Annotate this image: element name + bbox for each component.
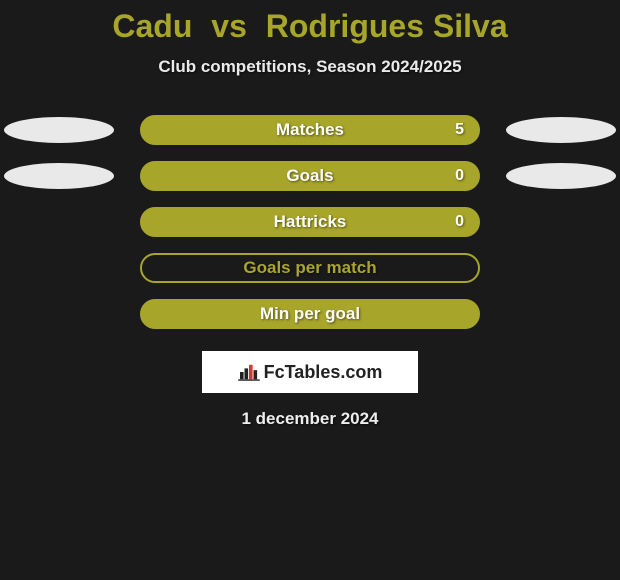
- stat-label: Hattricks: [274, 212, 347, 232]
- stat-bar: Goals per match: [140, 253, 480, 283]
- right-ellipse: [506, 163, 616, 189]
- stat-label: Goals per match: [243, 258, 376, 278]
- stat-value: 0: [455, 213, 464, 231]
- right-ellipse: [506, 117, 616, 143]
- stat-bar: Matches 5: [140, 115, 480, 145]
- stats-card: Cadu vs Rodrigues Silva Club competition…: [0, 0, 620, 429]
- left-ellipse: [4, 163, 114, 189]
- player1-name: Cadu: [112, 8, 192, 44]
- stat-rows: Matches 5 Goals 0 Hattricks 0 Goals per match M…: [0, 107, 620, 337]
- logo-text: FcTables.com: [264, 362, 383, 383]
- stat-value: 5: [455, 121, 464, 139]
- stat-row: Min per goal: [0, 291, 620, 337]
- stat-bar: Min per goal: [140, 299, 480, 329]
- left-ellipse: [4, 117, 114, 143]
- title: Cadu vs Rodrigues Silva: [112, 8, 507, 45]
- stat-row: Matches 5: [0, 107, 620, 153]
- stat-label: Min per goal: [260, 304, 360, 324]
- stat-value: 0: [455, 167, 464, 185]
- date-text: 1 december 2024: [241, 409, 378, 429]
- stat-bar: Hattricks 0: [140, 207, 480, 237]
- bar-chart-icon: [238, 363, 260, 381]
- stat-row: Goals per match: [0, 245, 620, 291]
- stat-bar: Goals 0: [140, 161, 480, 191]
- player2-name: Rodrigues Silva: [266, 8, 508, 44]
- logo: FcTables.com: [238, 362, 383, 383]
- subtitle: Club competitions, Season 2024/2025: [158, 57, 461, 77]
- stat-row: Goals 0: [0, 153, 620, 199]
- stat-row: Hattricks 0: [0, 199, 620, 245]
- logo-box: FcTables.com: [202, 351, 418, 393]
- vs-text: vs: [211, 8, 247, 44]
- stat-label: Matches: [276, 120, 344, 140]
- stat-label: Goals: [286, 166, 333, 186]
